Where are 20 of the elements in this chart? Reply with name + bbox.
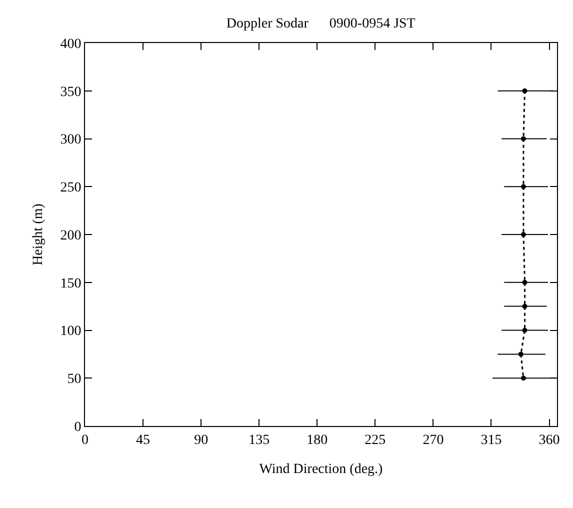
y-tick-label: 150 [60,276,82,292]
x-tick-label: 90 [194,432,208,448]
chart-title: Doppler Sodar 0900-0954 JST [226,16,416,32]
x-tick-label: 315 [480,432,502,448]
y-tick-label: 0 [74,420,82,435]
x-tick-label: 135 [248,432,270,448]
y-tick-label: 350 [60,84,82,100]
x-tick-label: 225 [364,432,386,448]
y-tick-label: 200 [60,228,82,244]
x-axis-title: Wind Direction (deg.) [259,462,384,478]
x-tick-label: 180 [306,432,328,448]
y-tick-label: 400 [60,36,82,52]
x-tick-label: 270 [422,432,444,448]
y-tick-label: 250 [60,180,82,196]
y-tick-label: 50 [67,372,82,388]
y-axis-title: Height (m) [30,203,46,266]
x-tick-label: 45 [136,432,150,448]
x-tick-label: 360 [538,432,560,448]
y-tick-label: 300 [60,132,82,148]
y-tick-label: 100 [60,324,82,340]
